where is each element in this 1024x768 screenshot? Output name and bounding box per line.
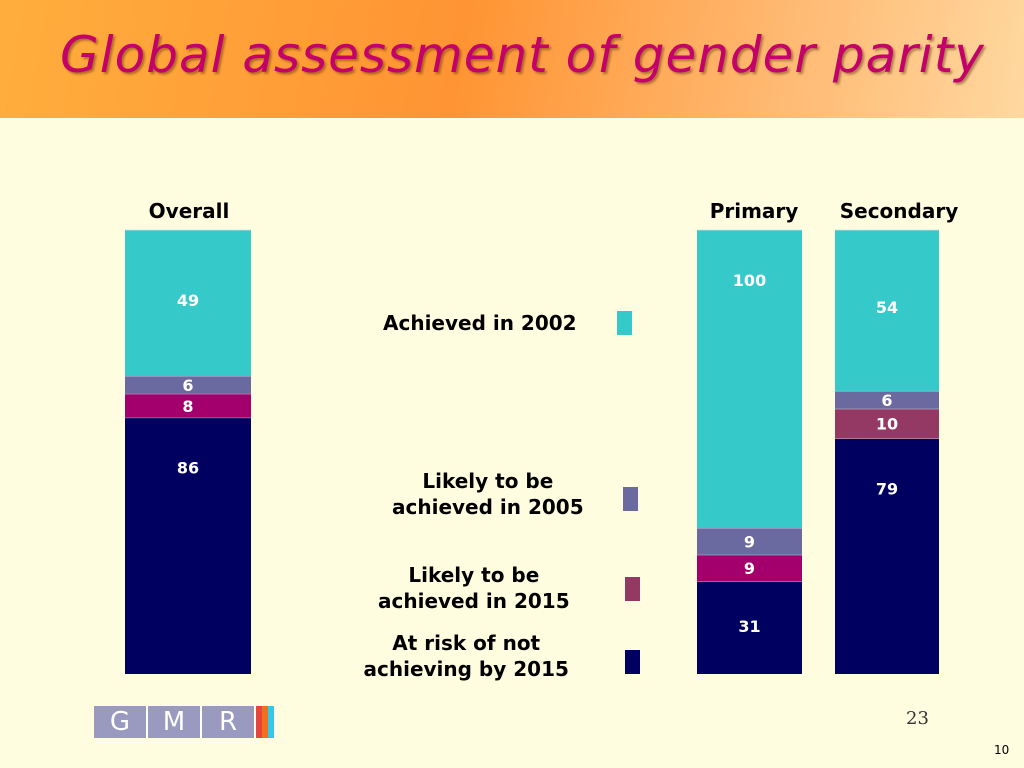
data-label-overall-achieved-2002: 49 xyxy=(177,291,199,310)
data-label-secondary-likely-2015: 10 xyxy=(876,415,898,434)
legend-label-line: Achieved in 2002 xyxy=(383,311,577,335)
bar-segment-primary-likely-2005 xyxy=(697,527,802,555)
category-label-secondary: Secondary xyxy=(840,199,959,223)
data-label-overall-likely-2015: 8 xyxy=(182,397,193,416)
data-label-overall-at-risk: 86 xyxy=(177,459,199,478)
legend-swatch-achieved-2002 xyxy=(617,311,632,335)
bar-segment-primary-likely-2015 xyxy=(697,554,802,582)
legend-label-line: At risk of not xyxy=(392,631,541,655)
logo-letter-g: G xyxy=(94,706,148,738)
bar-segment-secondary-achieved-2002 xyxy=(835,230,939,391)
category-label-primary: Primary xyxy=(710,199,799,223)
logo-letter-m: M xyxy=(148,706,202,738)
logo-stripe-red xyxy=(256,706,262,738)
legend-label-line: Likely to be xyxy=(422,469,554,493)
data-label-primary-at-risk: 31 xyxy=(738,617,760,636)
legend-swatch-likely-2015 xyxy=(625,577,640,601)
legend-label-likely-2005: Likely to be achieved in 2005 xyxy=(392,468,584,520)
title-banner: Global assessment of gender parity xyxy=(0,0,1024,118)
data-label-primary-likely-2005: 9 xyxy=(744,532,755,551)
bar-segment-overall-at-risk xyxy=(125,417,251,674)
gmr-logo: G M R xyxy=(94,706,274,738)
bar-segment-secondary-at-risk xyxy=(835,438,939,674)
slide-title: Global assessment of gender parity xyxy=(60,26,985,84)
legend-label-line: achieving by 2015 xyxy=(363,657,569,681)
legend-label-line: achieved in 2005 xyxy=(392,495,584,519)
data-label-secondary-at-risk: 79 xyxy=(876,480,898,499)
bar-segment-primary-achieved-2002 xyxy=(697,230,802,528)
page-number: 10 xyxy=(994,743,1010,757)
legend-swatch-likely-2005 xyxy=(623,487,638,511)
legend-label-likely-2015: Likely to be achieved in 2015 xyxy=(378,562,570,614)
legend-swatch-at-risk xyxy=(625,650,640,674)
logo-stripe-orange xyxy=(262,706,268,738)
data-label-primary-achieved-2002: 100 xyxy=(733,271,766,290)
data-label-secondary-likely-2005: 6 xyxy=(881,391,892,410)
logo-stripe-cyan xyxy=(268,706,274,738)
bar-segment-primary-at-risk xyxy=(697,581,802,674)
bar-segment-overall-likely-2005 xyxy=(125,376,251,394)
bar-segment-secondary-likely-2015 xyxy=(835,408,939,439)
legend-label-at-risk: At risk of not achieving by 2015 xyxy=(364,630,569,682)
category-label-overall: Overall xyxy=(149,199,230,223)
bar-segment-overall-achieved-2002 xyxy=(125,230,251,377)
legend-label-achieved-2002: Achieved in 2002 xyxy=(383,310,577,336)
data-label-primary-likely-2015: 9 xyxy=(744,559,755,578)
logo-letter-r: R xyxy=(202,706,256,738)
legend-label-line: achieved in 2015 xyxy=(378,589,570,613)
slide-number: 23 xyxy=(906,708,929,729)
bar-segment-overall-likely-2015 xyxy=(125,393,251,418)
bar-segment-secondary-likely-2005 xyxy=(835,390,939,409)
data-label-secondary-achieved-2002: 54 xyxy=(876,298,898,317)
data-label-overall-likely-2005: 6 xyxy=(182,376,193,395)
legend-label-line: Likely to be xyxy=(408,563,540,587)
